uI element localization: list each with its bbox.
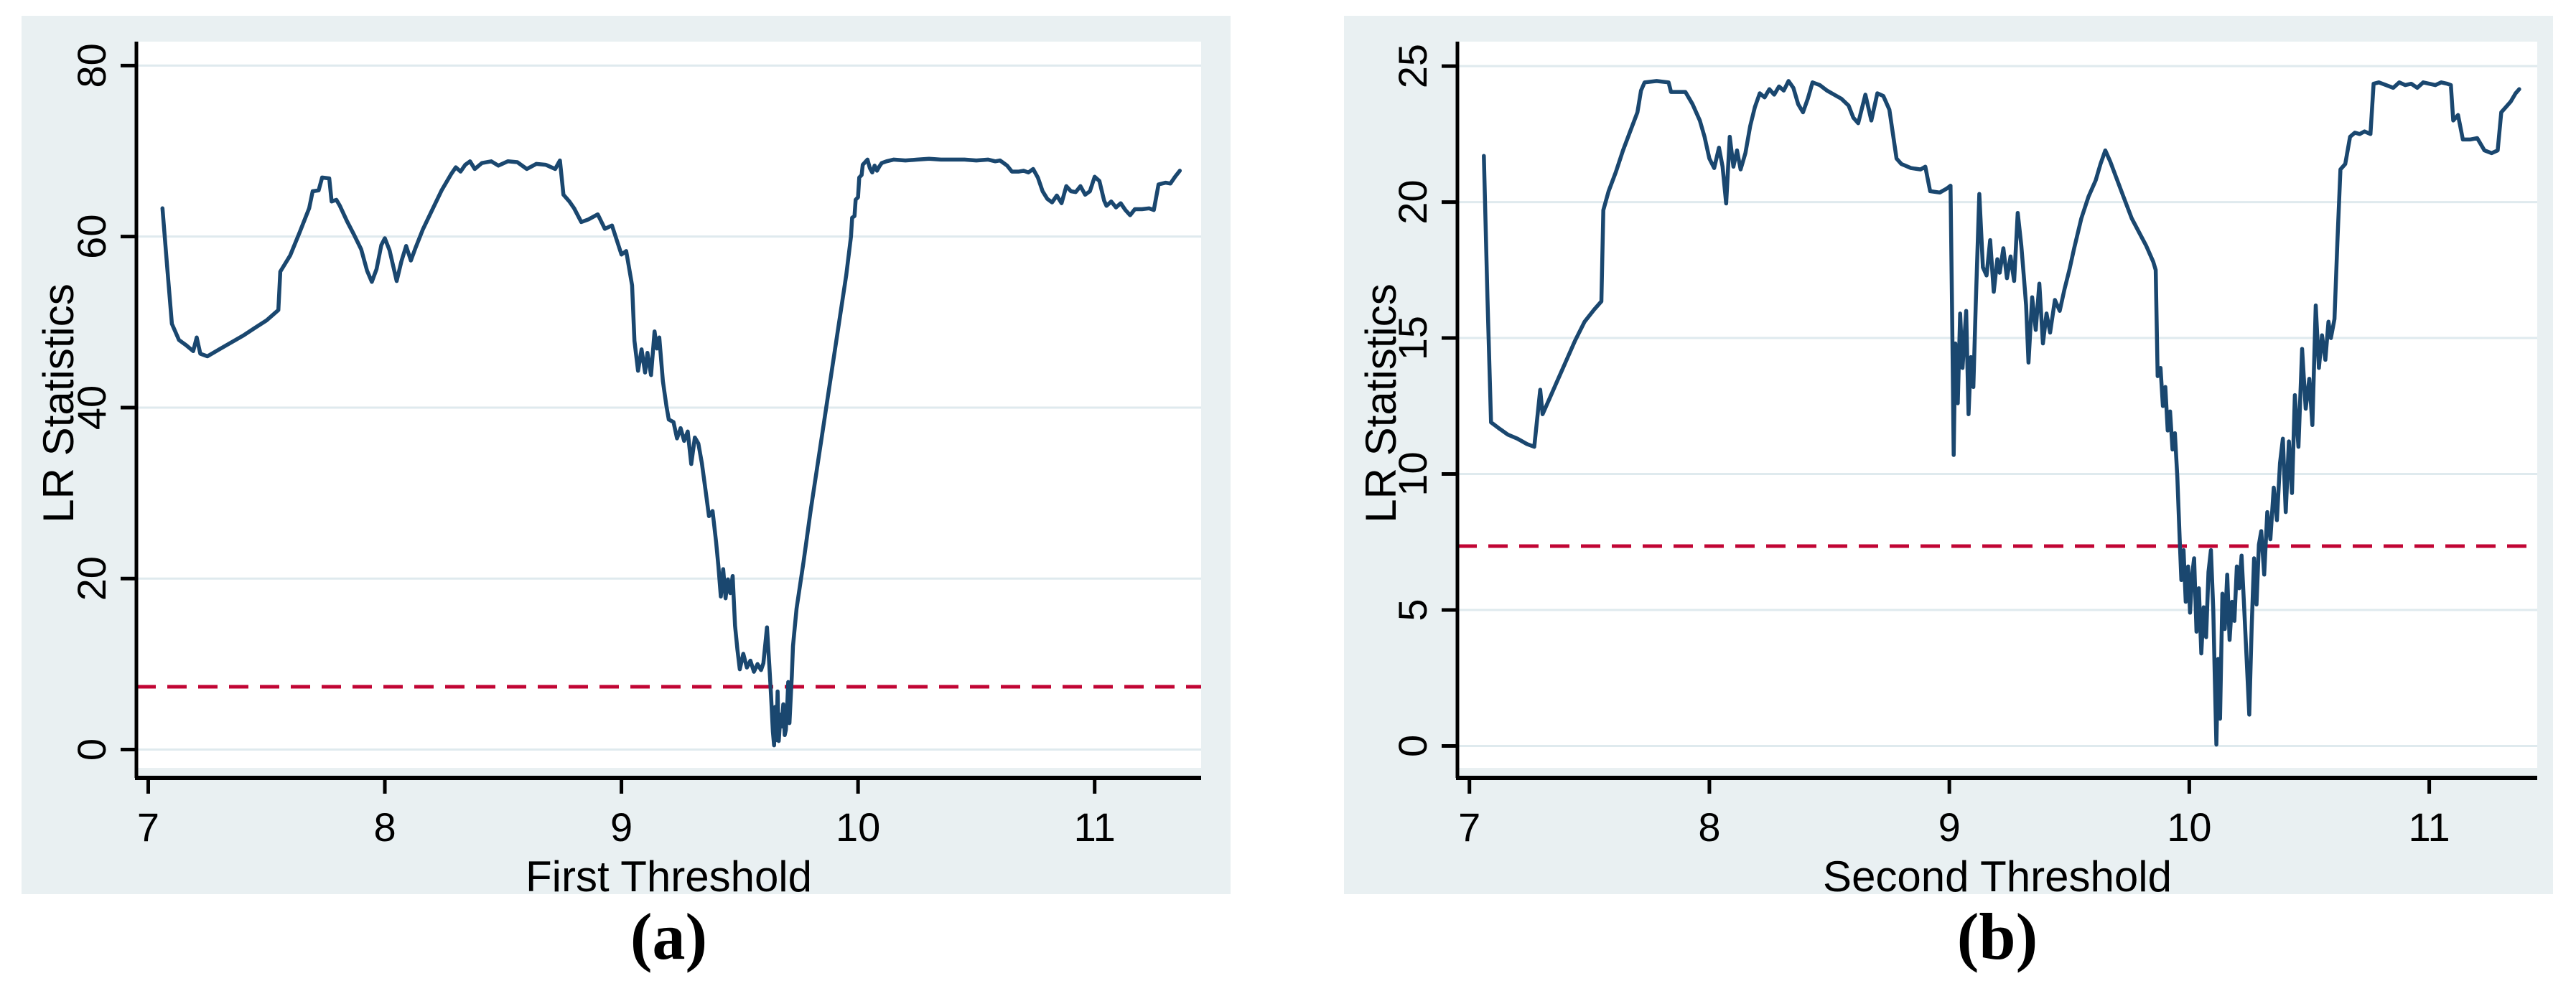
- caption-b: (b): [1956, 900, 2038, 973]
- x-tick-label-9: 9: [1938, 804, 1961, 850]
- plot-area: [1457, 42, 2537, 768]
- x-tick-label-7: 7: [137, 804, 159, 850]
- y-tick-label-80: 80: [69, 43, 114, 88]
- y-tick-label-25: 25: [1390, 44, 1435, 88]
- x-tick-label-9: 9: [610, 804, 633, 850]
- x-axis-title: Second Threshold: [1823, 853, 2172, 894]
- y-tick-label-20: 20: [1390, 179, 1435, 224]
- y-tick-label-0: 0: [1390, 735, 1435, 757]
- chart-a-canvas: 0 20 40 60 80 7 8 9 10 11 First Threshold LR Statis…: [22, 16, 1231, 894]
- x-tick-label-11: 11: [1074, 804, 1116, 850]
- y-axis-title: LR Statistics: [1357, 283, 1405, 522]
- y-tick-label-40: 40: [69, 385, 114, 430]
- chart-b-canvas: 0 5 10 15 20 25 7 8 9 10 11 Second Threshold LR Stat…: [1344, 16, 2553, 894]
- plot-area: [136, 42, 1201, 768]
- y-axis-title: LR Statistics: [34, 283, 83, 522]
- chart-panel-b: 0 5 10 15 20 25 7 8 9 10 11 Second Threshold LR Stat…: [1344, 16, 2553, 894]
- x-axis-title: First Threshold: [526, 853, 812, 894]
- lr-series-line: [1482, 79, 2521, 747]
- x-tick-label-10: 10: [2167, 804, 2211, 850]
- x-tick-label-8: 8: [373, 804, 396, 850]
- caption-a: (a): [630, 900, 708, 973]
- x-tick-label-8: 8: [1698, 804, 1720, 850]
- y-tick-label-5: 5: [1390, 598, 1435, 621]
- lr-series-line: [160, 156, 1182, 748]
- x-tick-label-11: 11: [2409, 804, 2450, 850]
- x-tick-label-10: 10: [836, 804, 880, 850]
- y-tick-label-15: 15: [1390, 316, 1435, 360]
- y-tick-label-60: 60: [69, 215, 114, 259]
- chart-panel-a: 0 20 40 60 80 7 8 9 10 11 First Threshold LR Statis…: [22, 16, 1231, 894]
- x-tick-label-7: 7: [1458, 804, 1480, 850]
- y-tick-label-10: 10: [1390, 451, 1435, 496]
- y-tick-label-0: 0: [69, 738, 114, 761]
- y-tick-label-20: 20: [69, 556, 114, 601]
